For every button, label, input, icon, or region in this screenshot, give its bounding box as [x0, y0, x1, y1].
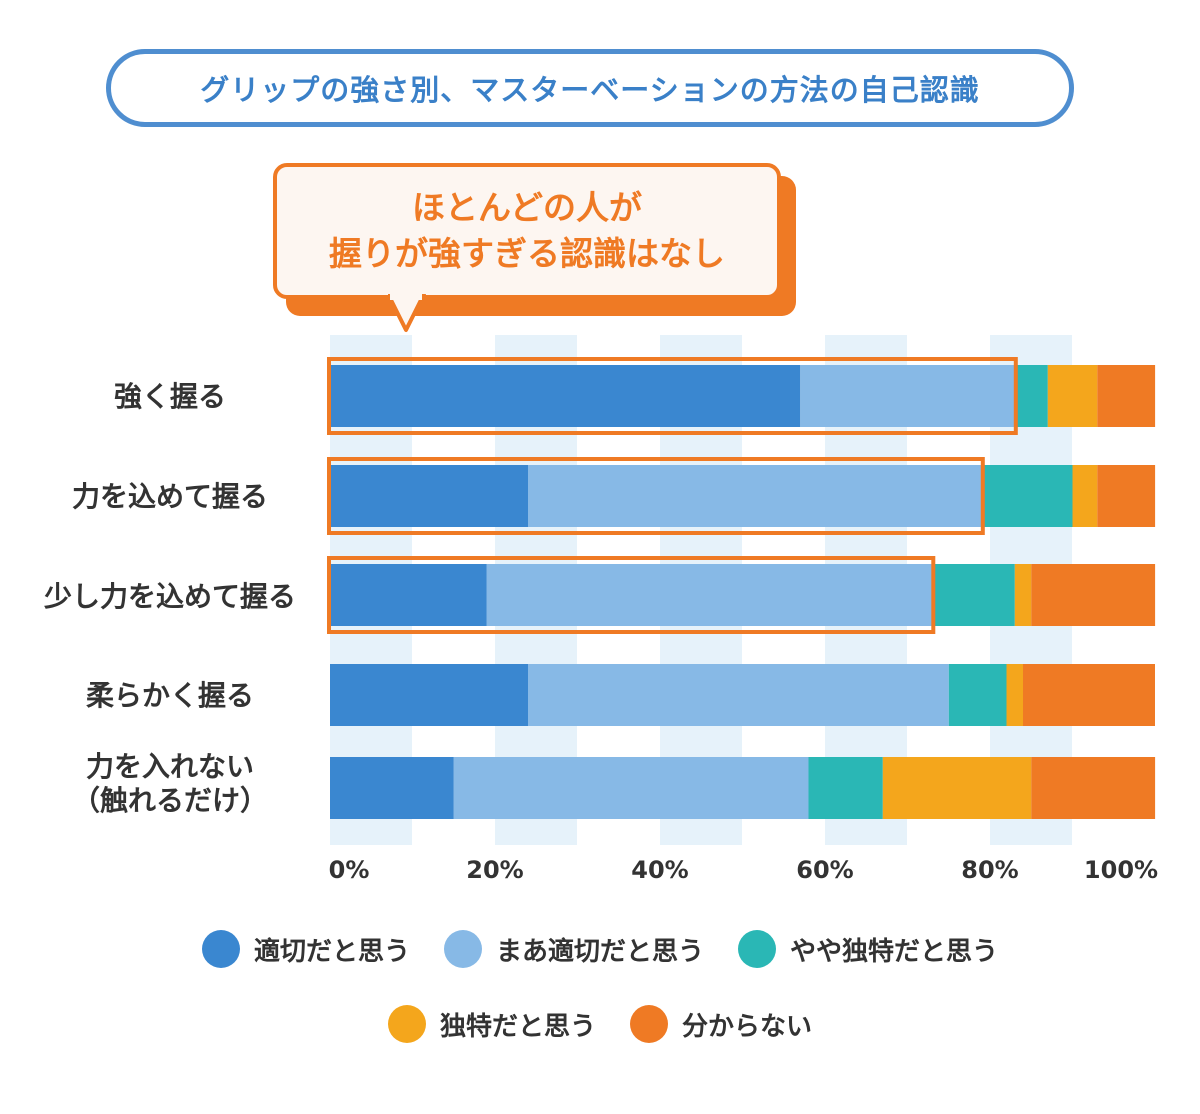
bar-segment-row4-series1: [453, 757, 809, 819]
bar-segment-row0-series1: [800, 365, 1015, 427]
legend-label-appropriate: 適切だと思う: [253, 936, 410, 967]
bar-segment-row4-series2: [808, 757, 883, 819]
legend-item-somewhat-unusual: やや独特だと思う: [738, 930, 998, 968]
bar-segment-row2-series4: [1031, 564, 1156, 626]
bar-segment-row2-series3: [1014, 564, 1032, 626]
bar-segment-row0-series0: [330, 365, 801, 427]
bar-segment-row4-series3: [882, 757, 1032, 819]
bar-segment-row1-series4: [1097, 465, 1156, 527]
bar-segment-row3-series4: [1023, 664, 1155, 726]
bar-segment-row2-series0: [330, 564, 487, 626]
bar-segment-row3-series2: [948, 664, 1007, 726]
x-tick-20: 20%: [466, 856, 524, 884]
bar-segment-row0-series3: [1047, 365, 1098, 427]
legend-item-unusual: 独特だと思う: [387, 1005, 596, 1043]
row-label-slightly-firm: 少し力を込めて握る: [43, 580, 296, 613]
bar-segment-row3-series3: [1006, 664, 1023, 726]
x-tick-80: 80%: [961, 856, 1019, 884]
legend-dot-unusual: [387, 1005, 426, 1043]
bar-segment-row2-series2: [932, 564, 1015, 626]
bar-segment-row1-series0: [330, 465, 528, 527]
bar-segment-row4-series0: [330, 757, 454, 819]
highlight-outline-row0: [327, 357, 1018, 435]
highlight-outline-row2: [327, 556, 936, 634]
legend-label-somewhat-unusual: やや独特だと思う: [790, 936, 999, 967]
chart-title: グリップの強さ別、マスターベーションの方法の自己認識: [106, 49, 1074, 127]
legend-label-dont-know: 分からない: [682, 1011, 813, 1042]
x-tick-40: 40%: [631, 856, 689, 884]
highlight-outline-row1: [327, 457, 985, 535]
bar-segment-row1-series1: [528, 465, 982, 527]
legend-row-2: 独特だと思う 分からない: [0, 1005, 1200, 1043]
legend-dot-somewhat-unusual: [738, 930, 776, 968]
legend-dot-mostly-appropriate: [443, 930, 482, 968]
legend-dot-appropriate: [201, 930, 240, 968]
legend-item-mostly-appropriate: まあ適切だと思う: [443, 930, 704, 968]
bar-segment-row4-series4: [1031, 757, 1156, 819]
callout-line-1: ほとんどの人が: [411, 188, 642, 227]
callout-box: ほとんどの人が 握りが強すぎる認識はなし: [273, 163, 781, 299]
legend-label-mostly-appropriate: まあ適切だと思う: [495, 936, 704, 967]
bar-segment-row1-series2: [981, 465, 1073, 527]
x-tick-60: 60%: [796, 856, 854, 884]
row-label-strong: 強く握る: [113, 380, 226, 413]
x-tick-100: 100%: [1083, 856, 1159, 884]
legend-label-unusual: 独特だと思う: [439, 1011, 596, 1042]
x-tick-0: 0%: [328, 856, 370, 884]
legend-item-appropriate: 適切だと思う: [201, 930, 410, 968]
bar-segment-row3-series0: [330, 664, 528, 726]
callout-line-2: 握りが強すぎる認識はなし: [329, 234, 725, 273]
row-label-soft: 柔らかく握る: [85, 679, 254, 712]
callout-tail: [388, 294, 426, 332]
legend-item-dont-know: 分からない: [630, 1005, 812, 1043]
bar-segment-row2-series1: [486, 564, 933, 626]
row-label-no-force: 力を入れない （触れるだけ）: [71, 750, 268, 817]
legend-row-1: 適切だと思う まあ適切だと思う やや独特だと思う: [0, 930, 1200, 968]
bar-segment-row0-series4: [1097, 365, 1156, 427]
bar-segment-row3-series1: [528, 664, 949, 726]
legend-dot-dont-know: [630, 1005, 668, 1043]
bar-segment-row0-series2: [1014, 365, 1048, 427]
bar-segment-row1-series3: [1072, 465, 1098, 527]
row-label-firm: 力を込めて握る: [71, 480, 268, 513]
